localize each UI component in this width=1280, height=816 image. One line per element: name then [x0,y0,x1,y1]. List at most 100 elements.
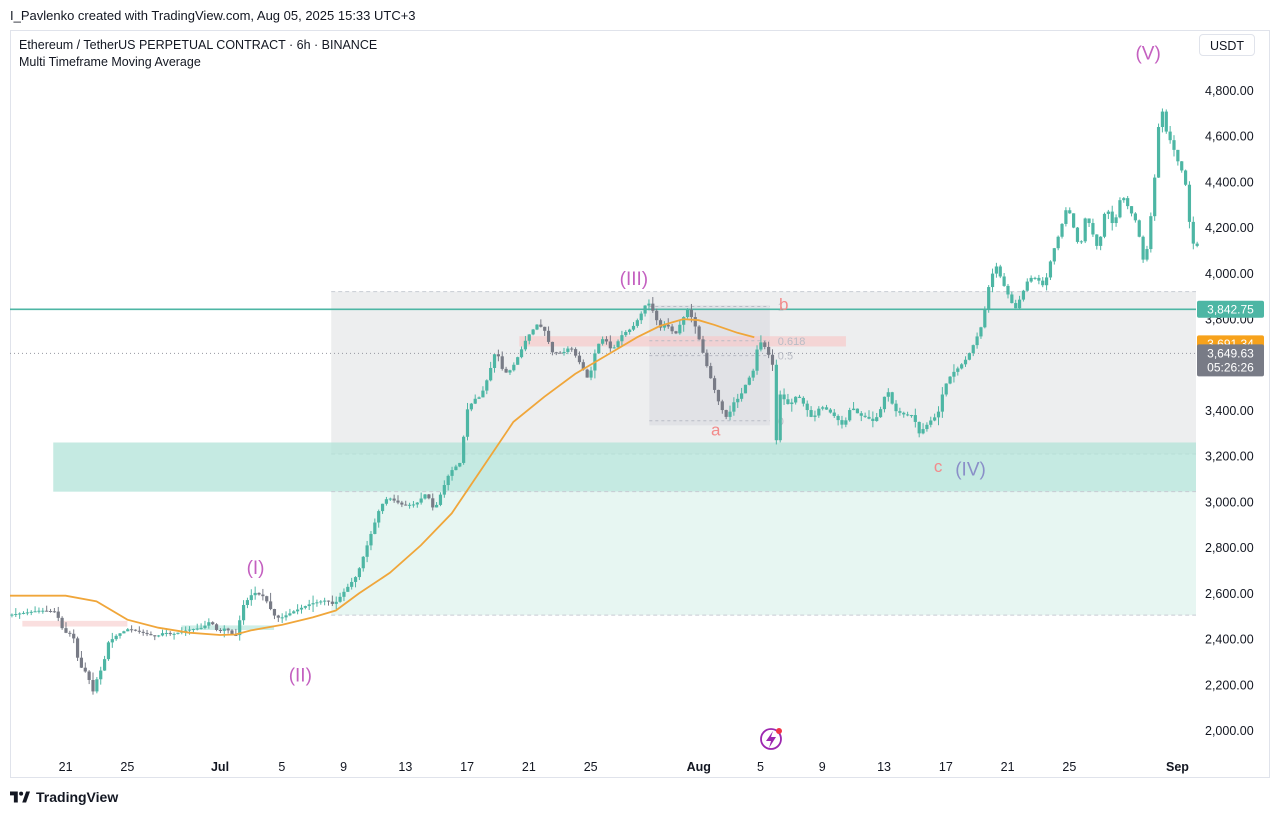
indicator-title[interactable]: Multi Timeframe Moving Average [19,55,201,69]
candle [516,356,520,365]
candle [550,341,555,356]
wave-label: (IV) [955,460,986,481]
candle-body [994,266,999,274]
candle [960,363,964,370]
candle-body [863,415,867,417]
candle [693,312,697,334]
candle-body [79,657,84,668]
tradingview-logo[interactable]: TradingView [10,789,118,805]
candle-body [952,371,956,377]
candle-body [1160,111,1165,128]
candle-body [643,305,647,314]
candle-body [423,494,427,499]
candle-body [794,396,798,403]
candle [1176,149,1180,166]
candle [211,621,215,626]
candle [878,406,883,418]
candle [268,592,273,611]
candle-body [326,600,331,602]
candle-body [1126,198,1130,207]
candle [573,347,578,358]
candle [1164,109,1168,134]
candle-body [929,420,933,425]
candle-body [1180,161,1184,171]
symbol-title[interactable]: Ethereum / TetherUS PERPETUAL CONTRACT ·… [19,38,378,52]
candle-body [543,326,547,331]
candle-body [176,632,180,634]
candle [589,366,593,381]
candle [1195,241,1199,248]
candle-body [1145,249,1149,260]
candle-body [944,383,948,395]
candle [276,614,280,622]
candle [284,611,288,621]
candle-body [971,345,975,354]
candle-body [238,620,242,636]
candle-body [1099,236,1103,246]
fib-label: 0.618 [778,336,806,348]
candle [438,492,443,507]
candle-body [523,340,528,350]
candle-body [859,413,863,416]
candle [261,588,265,601]
y-tick-label: 2,600.00 [1205,587,1254,601]
candle [56,606,60,622]
candle [1041,277,1045,288]
candle-body [967,353,971,360]
candle [539,319,543,328]
candle [751,368,755,381]
candle [427,493,431,500]
candle [1083,217,1087,244]
candle [886,388,890,402]
fib-label: 1 [778,301,784,313]
candle-body [164,632,168,634]
candle-body [473,398,477,404]
candle-body [141,631,145,633]
candle-body [253,592,257,596]
candle [137,626,141,634]
candle [357,567,361,581]
candle-body [214,624,219,630]
candle [712,375,717,394]
chart-frame [10,30,1270,778]
candle [369,531,373,551]
candle-body [1114,217,1118,224]
lightning-icon[interactable] [760,728,782,750]
x-tick-label: 9 [819,760,826,774]
candle-body [133,629,138,631]
candle-body [589,370,593,378]
candle [1122,196,1126,203]
y-tick-label: 2,000.00 [1205,724,1254,738]
candle [755,345,759,375]
candle [859,411,863,422]
candle-body [64,628,68,633]
candle-body [998,266,1002,277]
candle [913,408,917,428]
candle [531,328,535,336]
candle-body [1025,281,1029,291]
candle-body [346,586,350,592]
candle [504,366,508,373]
candle-body [37,610,41,612]
x-tick-label: 13 [398,760,412,774]
wave-label: (I) [247,558,265,579]
candle-body [369,533,373,546]
candle [1137,219,1141,238]
candle [265,595,269,604]
candle [48,608,53,613]
currency-selector[interactable]: USDT [1199,34,1255,56]
candle [844,417,848,428]
candle-body [1137,220,1141,237]
candle [821,405,825,411]
candle-body [759,342,763,350]
candle [41,607,45,614]
zone-light-green [331,491,1196,616]
x-tick-label: 17 [939,760,953,774]
candle-body [828,409,832,413]
candle [739,387,744,402]
candle-body [500,356,504,369]
candle-body [917,421,921,434]
candle [280,613,284,623]
